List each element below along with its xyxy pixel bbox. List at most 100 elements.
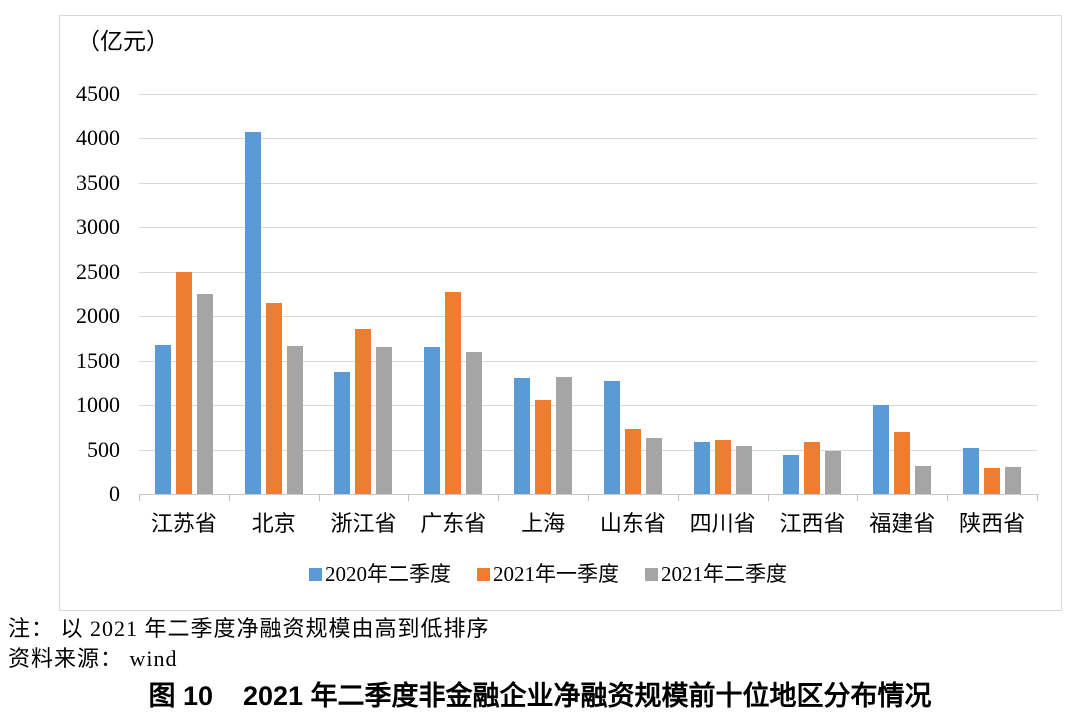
y-axis-tick-label: 1500 xyxy=(76,347,120,373)
legend-label: 2020年二季度 xyxy=(325,562,451,586)
bar xyxy=(624,429,641,494)
x-axis-tick xyxy=(228,494,230,501)
y-axis-tick-label: 500 xyxy=(87,436,120,462)
x-axis-category-label: 江西省 xyxy=(779,511,846,536)
gridline xyxy=(139,227,1037,229)
bar xyxy=(175,271,192,494)
bar xyxy=(603,381,620,494)
y-axis: 0 500 1000 1500 2000 2500 3000 3500 4000 4500 xyxy=(60,16,120,505)
x-axis: 江苏省 北京 浙江省 广东省 上海 山东省 四川省 江西省 福建省 陕西省 xyxy=(139,511,1037,537)
figure-caption-title: 2021 年二季度非金融企业净融资规模前十位地区分布情况 xyxy=(242,681,932,711)
bar xyxy=(265,302,282,494)
x-axis-category-label: 福建省 xyxy=(869,511,936,536)
y-axis-tick-label: 1000 xyxy=(76,392,120,418)
x-axis-category-label: 江苏省 xyxy=(150,511,217,536)
legend-item: 2021年二季度 xyxy=(645,562,787,586)
bar xyxy=(334,372,351,494)
bar xyxy=(445,292,462,494)
x-axis-tick xyxy=(498,494,500,501)
x-axis-tick xyxy=(1037,494,1038,501)
legend-item: 2021年一季度 xyxy=(477,562,619,586)
x-axis-category-label: 浙江省 xyxy=(330,511,397,536)
y-axis-tick-label: 4000 xyxy=(76,125,120,151)
legend-label: 2021年一季度 xyxy=(493,562,619,586)
x-axis-category-label: 四川省 xyxy=(689,511,756,536)
bar xyxy=(783,454,800,494)
bar xyxy=(915,466,932,494)
bar-group xyxy=(498,94,588,494)
bar xyxy=(376,347,393,494)
gridline xyxy=(139,271,1037,273)
bar-group xyxy=(408,94,498,494)
bar xyxy=(196,294,213,494)
bar-group xyxy=(588,94,678,494)
legend-swatch-icon xyxy=(477,567,490,581)
x-axis-tick xyxy=(408,494,410,501)
bar-group xyxy=(229,94,319,494)
gridline xyxy=(139,360,1037,362)
bar-group xyxy=(768,94,858,494)
bar xyxy=(825,451,842,494)
bar xyxy=(355,328,372,494)
bar xyxy=(154,344,171,494)
legend-item: 2020年二季度 xyxy=(309,562,451,586)
bar xyxy=(286,346,303,494)
bar xyxy=(873,405,890,494)
legend-swatch-icon xyxy=(309,567,322,581)
bar-group xyxy=(319,94,409,494)
x-axis-tick xyxy=(318,494,320,501)
bar-groups xyxy=(139,94,1037,494)
y-axis-unit-label: （亿元） xyxy=(77,29,169,54)
bar-group xyxy=(947,94,1037,494)
bar-group xyxy=(139,94,229,494)
x-axis-tick xyxy=(947,494,949,501)
bar xyxy=(693,441,710,494)
gridline xyxy=(139,138,1037,140)
bar xyxy=(244,132,261,494)
figure-number: 图 10 xyxy=(148,681,213,711)
y-axis-tick-label: 2500 xyxy=(76,258,120,284)
y-axis-tick-label: 3500 xyxy=(76,169,120,195)
bar xyxy=(1005,467,1022,494)
bar xyxy=(963,447,980,494)
legend-label: 2021年二季度 xyxy=(661,562,787,586)
gridline xyxy=(139,94,1037,95)
y-axis-tick-label: 2000 xyxy=(76,303,120,329)
bar xyxy=(735,446,752,494)
bar-chart: （亿元） 0 500 1000 1500 2000 2500 3000 3500 4000 450… xyxy=(59,15,1062,611)
x-axis-category-label: 北京 xyxy=(251,511,296,536)
y-axis-tick-label: 3000 xyxy=(76,214,120,240)
legend: 2020年二季度 2021年一季度 2021年二季度 xyxy=(60,562,1036,586)
bar xyxy=(424,347,441,494)
plot-area xyxy=(139,94,1038,501)
note-sort-order: 注： 以 2021 年二季度净融资规模由高到低排序 xyxy=(8,616,490,641)
x-axis-category-label: 陕西省 xyxy=(959,511,1026,536)
figure-caption: 图 10 2021 年二季度非金融企业净融资规模前十位地区分布情况 xyxy=(0,680,1080,712)
bar xyxy=(804,441,821,494)
note-data-source: 资料来源： wind xyxy=(8,646,178,671)
x-axis-category-label: 上海 xyxy=(521,511,566,536)
gridline xyxy=(139,405,1037,407)
y-axis-tick-label: 0 xyxy=(109,481,120,506)
bar xyxy=(535,399,552,494)
bar xyxy=(714,439,731,494)
gridline xyxy=(139,316,1037,318)
gridline xyxy=(139,182,1037,184)
bar-group xyxy=(857,94,947,494)
x-axis-tick xyxy=(588,494,589,501)
y-axis-tick-label: 4500 xyxy=(76,81,120,106)
bar xyxy=(984,468,1001,494)
x-axis-category-label: 广东省 xyxy=(420,511,487,536)
x-axis-tick xyxy=(857,494,859,501)
legend-swatch-icon xyxy=(645,567,658,581)
bar xyxy=(645,438,662,494)
x-axis-tick xyxy=(677,494,679,501)
bar xyxy=(556,376,573,494)
bar xyxy=(894,431,911,494)
x-axis-category-label: 山东省 xyxy=(599,511,666,536)
bar-group xyxy=(678,94,768,494)
gridline xyxy=(139,449,1037,451)
bar xyxy=(514,377,531,494)
x-axis-tick xyxy=(139,494,140,501)
